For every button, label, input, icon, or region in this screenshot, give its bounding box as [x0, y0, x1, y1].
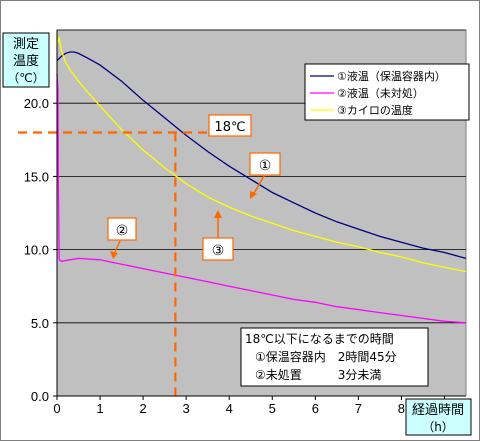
ylabel-line-2: 温度 — [13, 53, 39, 69]
legend: ①液温（保温容器内） ②液温（未対処） ③カイロの温度 — [304, 63, 470, 121]
y-tick-label: 20.0 — [24, 96, 49, 111]
ylabel-line-3: （℃） — [7, 71, 44, 85]
x-tick-label: 5 — [269, 401, 276, 416]
ylabel-box — [2, 32, 50, 88]
threshold-label-box — [208, 114, 252, 137]
y-tick-label: 10.0 — [24, 243, 49, 258]
x-tick-label: 3 — [183, 401, 190, 416]
info-line-1: 18℃以下になるまでの時間 — [245, 332, 394, 346]
x-tick-label: 0 — [53, 401, 60, 416]
series-line-3 — [56, 37, 467, 273]
ylabel-line-1: 測定 — [13, 37, 39, 52]
y-tick-label: 15.0 — [24, 169, 49, 184]
callout-1-arrow — [250, 175, 265, 199]
x-tick-label: 1 — [96, 401, 103, 416]
y-tick-label: 5.0 — [31, 316, 49, 331]
callout-3-arrow — [214, 210, 222, 238]
threshold-label: 18℃ — [214, 120, 245, 135]
xlabel-line-1: 経過時間 — [412, 403, 464, 418]
callout-2-arrow — [110, 240, 121, 259]
callout-1-label: ① — [259, 158, 272, 174]
x-tick-label: 4 — [226, 401, 233, 416]
xlabel-line-2: （h） — [422, 420, 454, 434]
xlabel-box — [405, 398, 472, 436]
legend-box — [304, 63, 470, 121]
info-box — [240, 327, 429, 387]
callout-2-box — [107, 217, 137, 241]
series-line-2 — [56, 73, 467, 324]
legend-label-2: ②液温（未対処） — [337, 86, 424, 100]
x-tick-label: 2 — [139, 401, 146, 416]
callout-2-label: ② — [116, 223, 129, 239]
callout-1-box — [249, 152, 281, 176]
x-tick-label: 7 — [355, 401, 362, 416]
legend-label-3: ③カイロの温度 — [337, 103, 413, 117]
series-line-1 — [56, 51, 467, 260]
info-line-2: ①保温容器内 2時間45分 — [255, 349, 397, 364]
y-tick-label: 0.0 — [31, 389, 49, 404]
callout-3-label: ③ — [212, 243, 225, 259]
series-layer — [56, 37, 467, 324]
x-tick-label: 6 — [312, 401, 319, 416]
x-tick-label: 8 — [398, 401, 405, 416]
threshold-layer — [18, 131, 207, 396]
legend-label-1: ①液温（保温容器内） — [337, 69, 446, 83]
info-line-3: ②未処置 3分未満 — [255, 368, 381, 382]
